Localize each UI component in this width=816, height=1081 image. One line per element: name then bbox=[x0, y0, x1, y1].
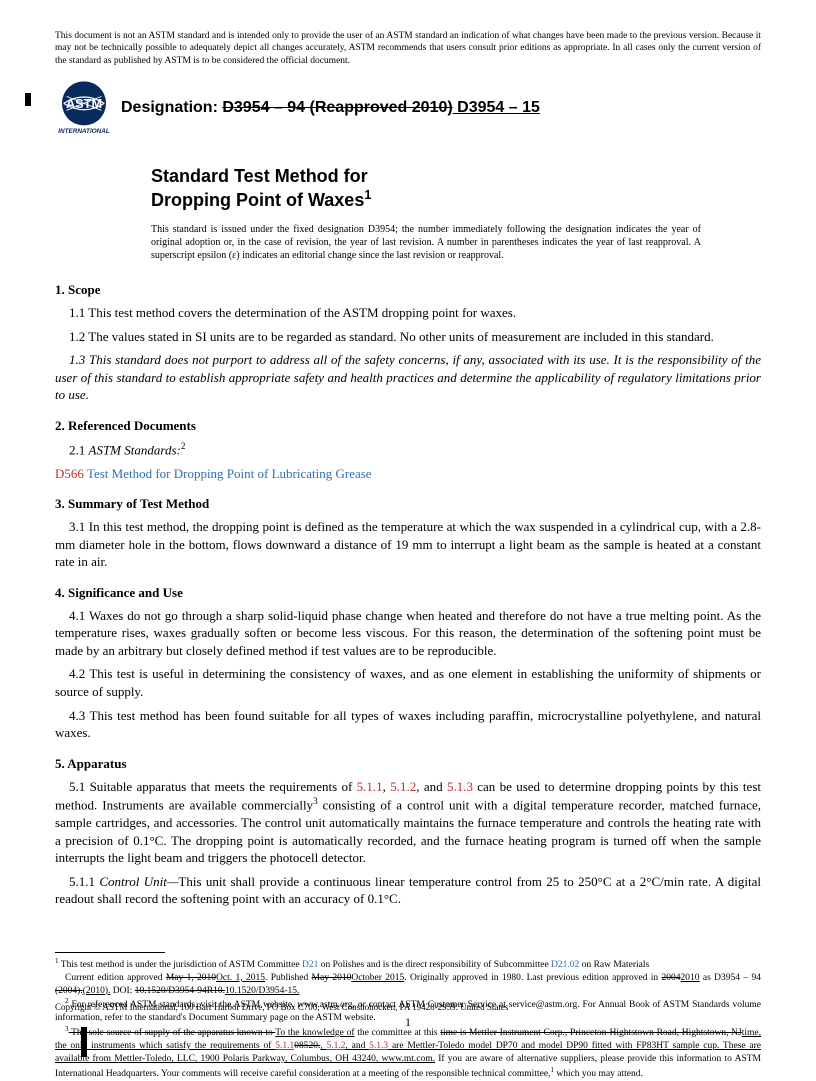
fn3-r1[interactable]: 5.1.1 bbox=[275, 1041, 294, 1051]
fn1b: on Polishes and is the direct responsibi… bbox=[318, 960, 551, 970]
fn3-new1: To the knowledge of bbox=[275, 1028, 354, 1038]
disclaimer-text: This document is not an ASTM standard an… bbox=[55, 30, 761, 67]
fn1-d21[interactable]: D21 bbox=[302, 960, 318, 970]
s5-1-1a: 5.1.1 bbox=[69, 874, 99, 889]
d566-title[interactable]: Test Method for Dropping Point of Lubric… bbox=[84, 466, 372, 481]
title-sup: 1 bbox=[364, 188, 371, 202]
ref-512[interactable]: 5.1.2 bbox=[390, 779, 416, 794]
s3-1: 3.1 In this test method, the dropping po… bbox=[55, 518, 761, 571]
fn1-new-doi: 10.1520/D3954-15. bbox=[225, 986, 299, 996]
header-row: ASTM INTERNATIONAL Designation: D3954 – … bbox=[55, 79, 761, 137]
s4-1: 4.1 Waxes do not go through a sharp soli… bbox=[55, 607, 761, 660]
title-line1: Standard Test Method for bbox=[151, 165, 761, 188]
fn3-wrap: 3 The sole source of supply of the appar… bbox=[55, 1025, 761, 1081]
s5-1-1: 5.1.1 Control Unit—This unit shall provi… bbox=[55, 873, 761, 908]
s4-2: 4.2 This test is useful in determining t… bbox=[55, 665, 761, 700]
title-line2: Dropping Point of Waxes1 bbox=[151, 188, 761, 212]
fn1-line2: Current edition approved May 1, 2010Oct.… bbox=[55, 972, 761, 998]
designation: Designation: D3954 – 94 (Reapproved 2010… bbox=[121, 99, 540, 117]
s1-2: 1.2 The values stated in SI units are to… bbox=[55, 328, 761, 346]
fn1: 1 This test method is under the jurisdic… bbox=[55, 957, 761, 972]
fn3-old2: time is Mettler Instrument Corp., Prince… bbox=[440, 1028, 741, 1038]
fn1-2e: DOI: bbox=[110, 986, 134, 996]
issued-note: This standard is issued under the fixed … bbox=[151, 223, 701, 262]
s3-head: 3. Summary of Test Method bbox=[55, 496, 761, 512]
fn3-r2[interactable]: 5.1.2 bbox=[327, 1041, 346, 1051]
fn3-old1: The sole source of supply of the apparat… bbox=[69, 1028, 276, 1038]
s4-head: 4. Significance and Use bbox=[55, 585, 761, 601]
fn1a: This test method is under the jurisdicti… bbox=[59, 960, 302, 970]
s2-head: 2. Referenced Documents bbox=[55, 418, 761, 434]
ref-513[interactable]: 5.1.3 bbox=[447, 779, 473, 794]
fn3-change-bar bbox=[81, 1027, 87, 1057]
s5-1c: , and bbox=[416, 779, 447, 794]
page-number: 1 bbox=[405, 1015, 411, 1030]
fn3a: the committee at this bbox=[355, 1028, 441, 1038]
fn1-new-yr: 2010 bbox=[681, 973, 700, 983]
designation-new: D3954 – 15 bbox=[453, 99, 540, 116]
s1-1: 1.1 This test method covers the determin… bbox=[55, 304, 761, 322]
s2-1-sup: 2 bbox=[181, 441, 186, 451]
d566-code[interactable]: D566 bbox=[55, 466, 84, 481]
fn3d: , and bbox=[346, 1041, 370, 1051]
copyright: Copyright © ASTM International, 100 Barr… bbox=[55, 1002, 508, 1012]
fn1-old-yr: 2004 bbox=[662, 973, 681, 983]
fn1-old-doi: 10.1520/D3954-94R10. bbox=[135, 986, 225, 996]
s2-1a: 2.1 bbox=[69, 442, 89, 457]
footnote-rule bbox=[55, 952, 165, 953]
fn1-new-date: Oct. 1, 2015 bbox=[216, 973, 265, 983]
fn3-r3[interactable]: 5.1.3 bbox=[369, 1041, 388, 1051]
fn1-2a: Current edition approved bbox=[65, 973, 166, 983]
title-text: Dropping Point of Waxes bbox=[151, 190, 364, 210]
svg-text:ASTM: ASTM bbox=[66, 96, 102, 111]
fn1-2b: . Published bbox=[265, 973, 312, 983]
fn3-old3: 08520. bbox=[294, 1041, 320, 1051]
fn1-old-date: May 1, 2010 bbox=[166, 973, 216, 983]
s1-3-text: 1.3 This standard does not purport to ad… bbox=[55, 352, 761, 402]
svg-text:INTERNATIONAL: INTERNATIONAL bbox=[58, 128, 110, 135]
s1-head: 1. Scope bbox=[55, 282, 761, 298]
fn1-d2102[interactable]: D21.02 bbox=[551, 960, 579, 970]
ref-511[interactable]: 5.1.1 bbox=[357, 779, 383, 794]
d566-ref: D566 Test Method for Dropping Point of L… bbox=[55, 465, 761, 483]
s5-1: 5.1 Suitable apparatus that meets the re… bbox=[55, 778, 761, 867]
fn1-old-paren: (2004). bbox=[55, 986, 83, 996]
title-block: Standard Test Method for Dropping Point … bbox=[151, 165, 761, 211]
s1-3: 1.3 This standard does not purport to ad… bbox=[55, 351, 761, 404]
fn1-new-paren: (2010). bbox=[83, 986, 111, 996]
s5-1-1b: Control Unit— bbox=[99, 874, 178, 889]
fn1-new-pub: October 2015 bbox=[351, 973, 404, 983]
fn1-2d: as D3954 – 94 bbox=[700, 973, 761, 983]
fn1c: on Raw Materials bbox=[579, 960, 649, 970]
astm-logo: ASTM INTERNATIONAL bbox=[55, 79, 113, 137]
s2-1b: ASTM Standards: bbox=[89, 442, 181, 457]
fn3: 3 The sole source of supply of the appar… bbox=[55, 1025, 761, 1081]
fn1-old-pub: May 2010 bbox=[312, 973, 352, 983]
fn1-2c: . Originally approved in 1980. Last prev… bbox=[404, 973, 661, 983]
designation-old: D3954 – 94 (Reapproved 2010) bbox=[222, 99, 452, 116]
s5-head: 5. Apparatus bbox=[55, 756, 761, 772]
s4-3: 4.3 This test method has been found suit… bbox=[55, 707, 761, 742]
s5-1a: 5.1 Suitable apparatus that meets the re… bbox=[69, 779, 357, 794]
designation-label: Designation: bbox=[121, 99, 222, 116]
change-bar bbox=[25, 93, 31, 106]
s2-1: 2.1 ASTM Standards:2 bbox=[55, 440, 761, 459]
fn3f: which you may attend. bbox=[554, 1069, 643, 1079]
